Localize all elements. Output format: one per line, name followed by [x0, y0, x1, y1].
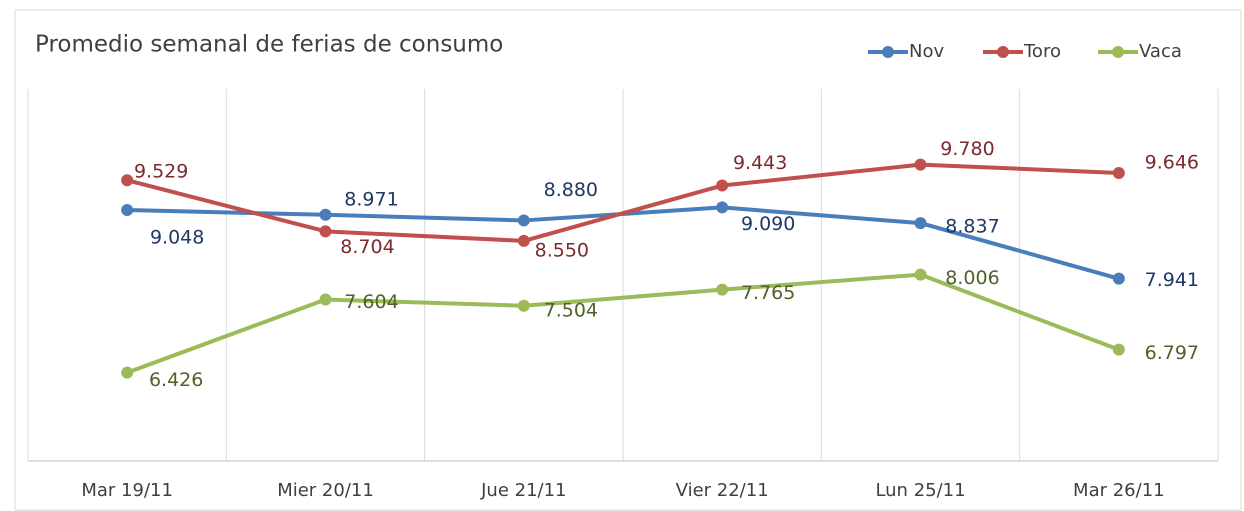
- data-label: 6.797: [1145, 342, 1199, 364]
- data-point: [1112, 343, 1125, 356]
- x-tick-label: Mier 20/11: [277, 480, 374, 501]
- data-label: 9.048: [150, 227, 204, 249]
- data-label: 8.006: [945, 267, 999, 289]
- x-tick-label: Mar 19/11: [81, 480, 173, 501]
- data-label: 8.704: [340, 236, 394, 258]
- data-label: 8.880: [544, 179, 598, 201]
- x-tick-label: Mar 26/11: [1073, 480, 1165, 501]
- data-point: [914, 158, 927, 171]
- data-point: [121, 366, 134, 379]
- data-label: 7.765: [741, 282, 795, 304]
- data-point: [517, 299, 530, 312]
- data-point: [1112, 272, 1125, 285]
- series-line: [126, 162, 1119, 243]
- data-point: [716, 179, 729, 192]
- data-label: 9.443: [733, 152, 787, 174]
- data-point: [716, 201, 729, 214]
- data-point: [121, 204, 134, 217]
- data-point: [914, 268, 927, 281]
- data-point: [517, 214, 530, 227]
- data-point: [319, 293, 332, 306]
- data-point: [716, 283, 729, 296]
- x-tick-label: Jue 21/11: [480, 480, 566, 501]
- legend-marker: [1112, 46, 1124, 58]
- data-label: 8.837: [945, 216, 999, 238]
- data-point: [914, 217, 927, 230]
- data-point: [517, 234, 530, 247]
- data-label: 7.504: [544, 299, 598, 321]
- data-label: 7.941: [1145, 269, 1199, 291]
- x-tick-label: Vier 22/11: [676, 480, 769, 501]
- data-point: [319, 225, 332, 238]
- chart-title: Promedio semanal de ferias de consumo: [35, 32, 503, 58]
- legend-label: Nov: [909, 41, 944, 62]
- data-point: [319, 208, 332, 221]
- legend-marker: [997, 46, 1009, 58]
- data-label: 7.604: [344, 291, 398, 313]
- data-label: 9.646: [1145, 151, 1199, 173]
- data-label: 9.529: [134, 161, 188, 183]
- legend-marker: [882, 46, 894, 58]
- x-tick-label: Lun 25/11: [875, 480, 965, 501]
- data-point: [1112, 166, 1125, 179]
- data-label: 9.780: [940, 138, 994, 160]
- data-label: 8.550: [535, 239, 589, 261]
- data-label: 6.426: [149, 369, 203, 391]
- data-label: 8.971: [344, 188, 398, 210]
- series-line: [126, 272, 1120, 375]
- data-point: [121, 174, 134, 187]
- legend-label: Toro: [1023, 41, 1061, 62]
- legend-label: Vaca: [1139, 41, 1182, 62]
- chart-frame: [14, 9, 1242, 511]
- data-label: 9.090: [741, 213, 795, 235]
